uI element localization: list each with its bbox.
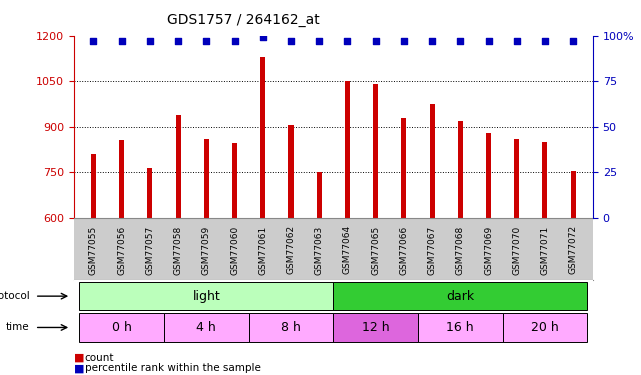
- Point: [399, 38, 409, 44]
- Text: GSM77056: GSM77056: [117, 225, 126, 274]
- Bar: [418, 314, 503, 342]
- Text: ■: ■: [74, 363, 84, 373]
- Text: GSM77068: GSM77068: [456, 225, 465, 274]
- Bar: [373, 84, 378, 218]
- Text: GDS1757 / 264162_at: GDS1757 / 264162_at: [167, 13, 320, 27]
- Text: 4 h: 4 h: [196, 321, 216, 334]
- Point: [314, 38, 324, 44]
- Point: [145, 38, 155, 44]
- Bar: [79, 314, 164, 342]
- Point: [201, 38, 212, 44]
- Text: GSM77058: GSM77058: [174, 225, 183, 274]
- Text: GSM77057: GSM77057: [146, 225, 154, 274]
- Point: [88, 38, 99, 44]
- Point: [512, 38, 522, 44]
- Bar: [333, 314, 418, 342]
- Point: [258, 34, 268, 40]
- Bar: [458, 121, 463, 218]
- Text: percentile rank within the sample: percentile rank within the sample: [85, 363, 260, 373]
- Text: 16 h: 16 h: [447, 321, 474, 334]
- Text: GSM77067: GSM77067: [428, 225, 437, 274]
- Point: [229, 38, 240, 44]
- Bar: [91, 154, 96, 218]
- Text: light: light: [192, 290, 221, 303]
- Text: 12 h: 12 h: [362, 321, 390, 334]
- Point: [455, 38, 465, 44]
- Point: [427, 38, 437, 44]
- Text: GSM77061: GSM77061: [258, 225, 267, 274]
- Point: [117, 38, 127, 44]
- Bar: [570, 171, 576, 218]
- Bar: [345, 81, 350, 218]
- Text: protocol: protocol: [0, 291, 29, 301]
- Text: time: time: [6, 322, 29, 333]
- Point: [173, 38, 183, 44]
- Text: GSM77066: GSM77066: [399, 225, 408, 274]
- Text: 20 h: 20 h: [531, 321, 559, 334]
- Text: 0 h: 0 h: [112, 321, 131, 334]
- Bar: [429, 104, 435, 218]
- Text: GSM77065: GSM77065: [371, 225, 380, 274]
- Bar: [176, 115, 181, 218]
- Bar: [79, 282, 333, 310]
- Bar: [260, 57, 265, 218]
- Point: [568, 38, 578, 44]
- Bar: [232, 144, 237, 218]
- Bar: [401, 118, 406, 218]
- Bar: [542, 142, 547, 218]
- Bar: [486, 133, 491, 218]
- Point: [540, 38, 550, 44]
- Bar: [503, 314, 587, 342]
- Bar: [288, 125, 294, 218]
- Text: GSM77063: GSM77063: [315, 225, 324, 274]
- Bar: [204, 139, 209, 218]
- Text: 8 h: 8 h: [281, 321, 301, 334]
- Bar: [514, 139, 519, 218]
- Bar: [317, 172, 322, 218]
- Text: GSM77070: GSM77070: [512, 225, 521, 274]
- Text: count: count: [85, 353, 114, 363]
- Point: [483, 38, 494, 44]
- Text: GSM77060: GSM77060: [230, 225, 239, 274]
- Bar: [249, 314, 333, 342]
- Text: GSM77062: GSM77062: [287, 225, 296, 274]
- Point: [370, 38, 381, 44]
- Bar: [147, 168, 153, 218]
- Text: GSM77055: GSM77055: [89, 225, 98, 274]
- Text: GSM77071: GSM77071: [540, 225, 549, 274]
- Text: GSM77069: GSM77069: [484, 225, 493, 274]
- Bar: [333, 282, 587, 310]
- Bar: [164, 314, 249, 342]
- Point: [342, 38, 353, 44]
- Text: GSM77064: GSM77064: [343, 225, 352, 274]
- Point: [286, 38, 296, 44]
- Text: GSM77072: GSM77072: [569, 225, 578, 274]
- Text: ■: ■: [74, 353, 84, 363]
- Text: dark: dark: [446, 290, 474, 303]
- Bar: [119, 140, 124, 218]
- Text: GSM77059: GSM77059: [202, 225, 211, 274]
